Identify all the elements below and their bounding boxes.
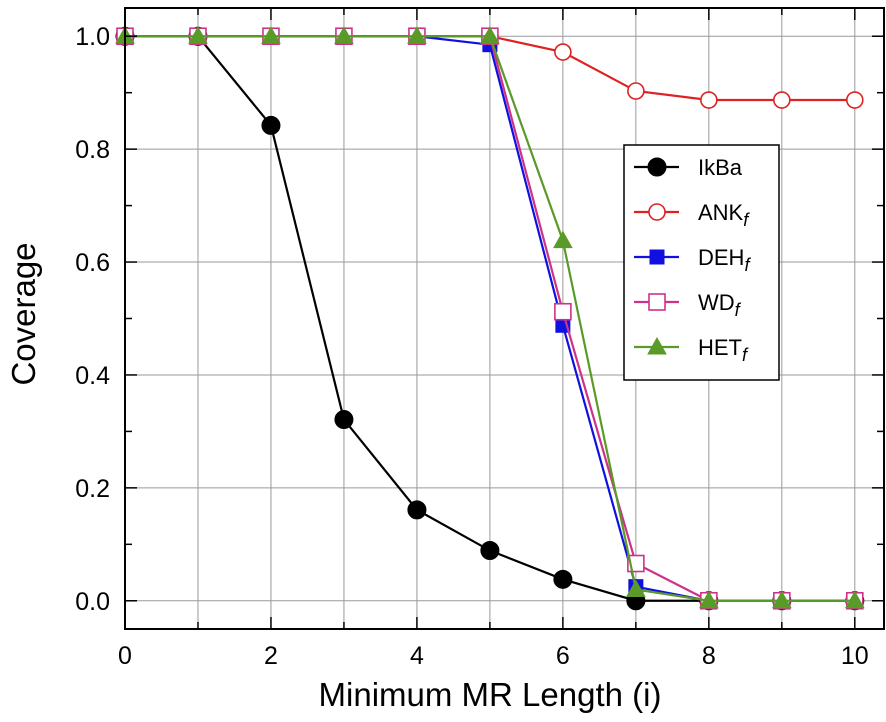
x-tick-label: 6 xyxy=(556,642,570,670)
legend-label: IkBa xyxy=(698,155,743,180)
x-tick-label: 0 xyxy=(118,642,132,670)
legend-label-subscript: f xyxy=(743,210,750,230)
data-point xyxy=(407,26,427,44)
data-point xyxy=(846,91,864,109)
x-tick-label: 2 xyxy=(264,642,278,670)
y-tick-label: 0.6 xyxy=(75,249,110,277)
legend-marker xyxy=(647,336,667,355)
y-axis-title: Coverage xyxy=(5,242,42,385)
y-tick-label: 1.0 xyxy=(75,23,110,51)
legend-label-subscript: f xyxy=(735,300,742,320)
data-point xyxy=(554,43,572,61)
data-point xyxy=(698,590,719,609)
data-point xyxy=(553,230,573,249)
x-tick-label: 10 xyxy=(841,642,869,670)
y-tick-label: 0.2 xyxy=(75,475,110,503)
x-tick-label: 8 xyxy=(702,642,716,670)
data-point xyxy=(334,410,354,430)
data-point xyxy=(480,26,500,44)
data-point xyxy=(261,26,281,44)
data-point xyxy=(334,26,354,44)
x-axis-title: Minimum MR Length (i) xyxy=(319,676,662,713)
legend-marker xyxy=(648,293,666,311)
data-point xyxy=(700,91,718,109)
legend-label-subscript: f xyxy=(742,345,749,365)
data-point xyxy=(844,590,865,609)
legend-marker xyxy=(648,203,666,221)
data-point xyxy=(480,541,500,561)
data-point xyxy=(553,569,573,589)
x-tick-label: 4 xyxy=(410,642,424,670)
legend-label-subscript: f xyxy=(744,255,751,275)
data-point xyxy=(261,115,281,135)
y-tick-label: 0.4 xyxy=(75,362,110,390)
data-point xyxy=(773,91,791,109)
data-point xyxy=(554,302,572,321)
data-point xyxy=(626,579,646,597)
axis-ticks: 0 2 4 6 8 10 0.0 0.2 0.4 0.6 0.8 1.0 xyxy=(75,8,884,670)
legend-marker xyxy=(647,157,667,177)
y-tick-label: 0.8 xyxy=(75,136,110,164)
data-point xyxy=(188,26,208,44)
legend-marker xyxy=(649,249,665,265)
legend-entry: IkBa xyxy=(634,155,743,180)
data-point xyxy=(771,590,792,609)
data-point xyxy=(407,500,427,520)
y-tick-label: 0.0 xyxy=(75,588,110,616)
data-point xyxy=(627,82,645,100)
